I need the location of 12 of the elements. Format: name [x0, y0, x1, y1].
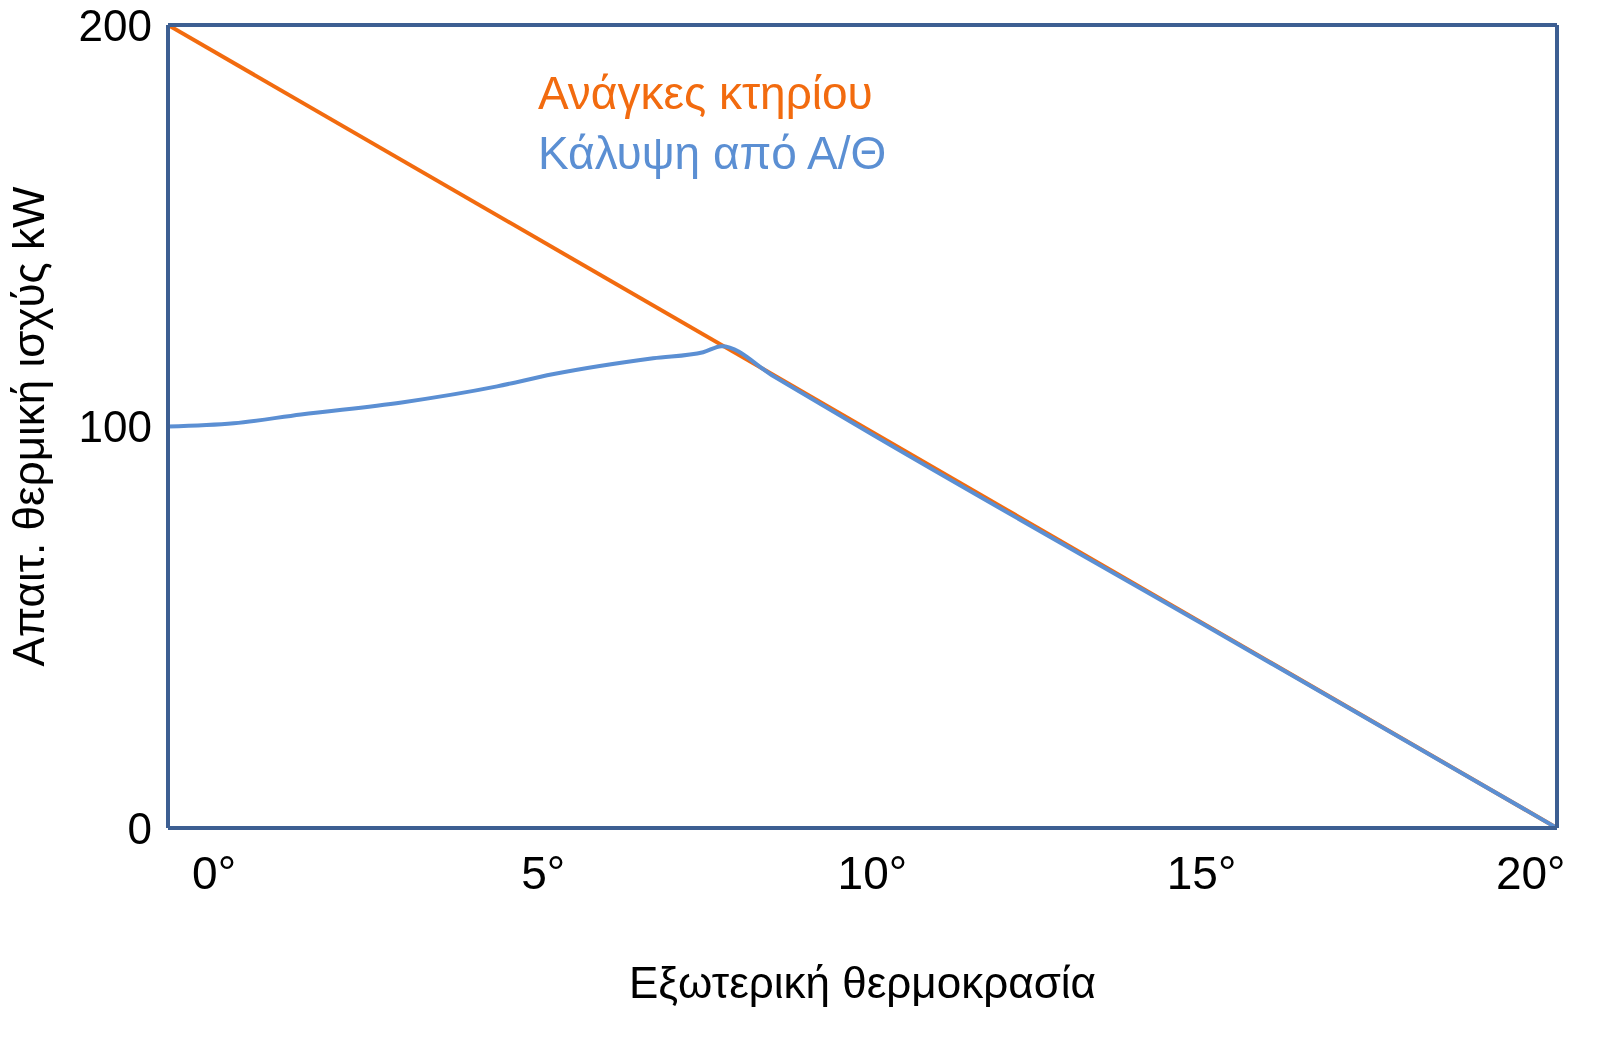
x-axis-title: Εξωτερική θερμοκρασία [628, 958, 1097, 1007]
x-tick-label: 5° [521, 846, 566, 899]
text: Ανάγκες κτηρίου [538, 66, 874, 121]
text: Κάλυψη από Α/Θ [538, 126, 887, 181]
x-tick-label: 10° [837, 846, 908, 899]
y-tick-label: 200 [78, 0, 152, 50]
x-tick-label: 20° [1495, 846, 1566, 899]
x-tick-label: 0° [192, 846, 237, 899]
y-axis-title: Απαιτ. θερμική ισχύς kW [3, 185, 53, 667]
y-tick-label: 0 [127, 803, 152, 853]
x-tick-label: 15° [1166, 846, 1237, 899]
y-tick-label: 100 [78, 402, 152, 452]
